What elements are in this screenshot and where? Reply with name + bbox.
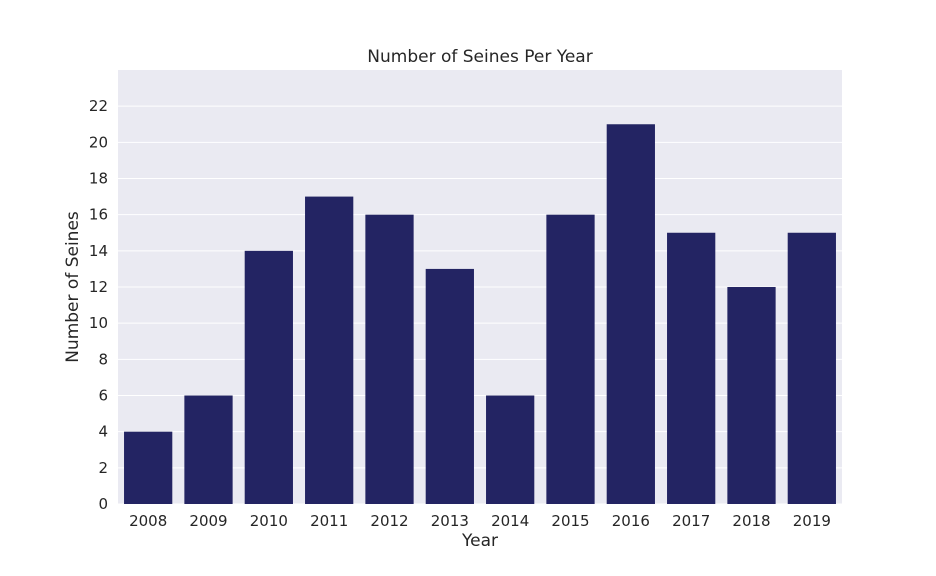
bar-2014	[486, 395, 535, 504]
x-axis-label: Year	[461, 531, 498, 551]
bar-2013	[425, 268, 474, 504]
x-tick-label: 2009	[189, 512, 227, 530]
y-tick-label: 10	[89, 314, 108, 332]
bar-2009	[184, 395, 233, 504]
y-tick-label: 4	[98, 423, 108, 441]
x-tick-label: 2008	[129, 512, 167, 530]
y-tick-label: 6	[98, 387, 108, 405]
x-tick-label: 2018	[732, 512, 770, 530]
y-tick-label: 18	[89, 170, 108, 188]
bar-2019	[787, 232, 836, 504]
bar-2017	[667, 232, 716, 504]
x-tick-label: 2019	[793, 512, 831, 530]
bar-2008	[124, 431, 173, 504]
x-tick-label: 2017	[672, 512, 710, 530]
x-tick-label: 2016	[612, 512, 650, 530]
chart-title: Number of Seines Per Year	[367, 47, 592, 67]
y-axis-label: Number of Seines	[63, 211, 83, 363]
bar-2011	[305, 196, 354, 505]
y-tick-label: 2	[98, 459, 108, 477]
bar-2016	[606, 124, 655, 504]
bar-2015	[546, 214, 595, 504]
bars	[124, 124, 836, 505]
x-tick-label: 2013	[431, 512, 469, 530]
x-tick-label: 2011	[310, 512, 348, 530]
y-tick-label: 12	[89, 278, 108, 296]
y-tick-label: 16	[89, 206, 108, 224]
y-tick-labels: 0 2 4 6 8 10 12 14 16 18 20 22	[89, 97, 108, 513]
bar-2018	[727, 287, 776, 504]
gridlines	[118, 105, 842, 505]
y-tick-label: 8	[98, 350, 108, 368]
x-tick-label: 2015	[551, 512, 589, 530]
y-tick-label: 0	[98, 495, 108, 513]
x-tick-label: 2010	[250, 512, 288, 530]
x-tick-labels: 2008 2009 2010 2011 2012 2013 2014 2015 2016 2017…	[129, 512, 831, 530]
bar-2012	[365, 214, 414, 504]
x-tick-label: 2014	[491, 512, 529, 530]
y-tick-label: 20	[89, 133, 108, 151]
bar-2010	[244, 250, 293, 504]
x-tick-label: 2012	[370, 512, 408, 530]
y-tick-label: 22	[89, 97, 108, 115]
y-tick-label: 14	[89, 242, 108, 260]
